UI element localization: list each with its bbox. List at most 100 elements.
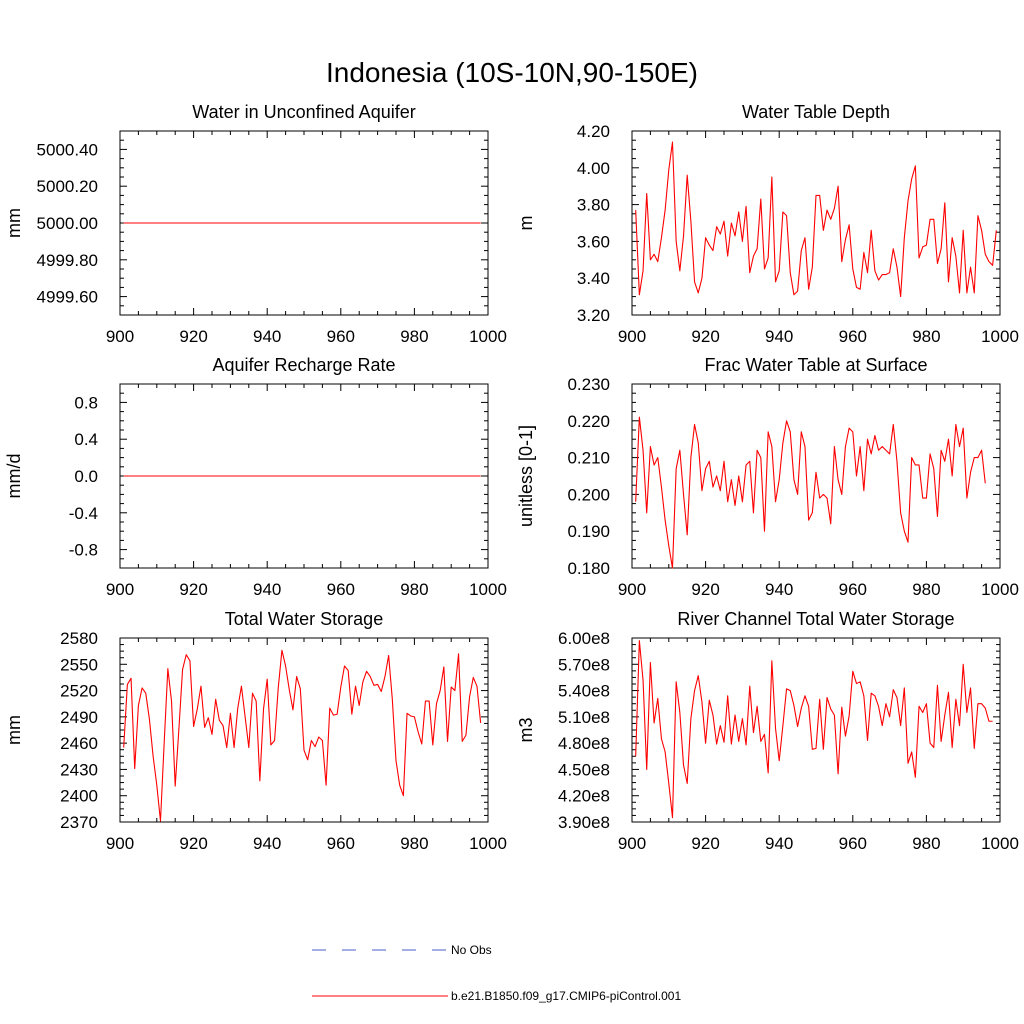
y-tick-label: 2400 — [60, 787, 98, 806]
y-tick-label: 5000.00 — [37, 214, 98, 233]
x-tick-label: 980 — [912, 327, 940, 346]
panel-title: Water Table Depth — [742, 102, 890, 122]
x-tick-label: 900 — [106, 834, 134, 853]
x-tick-label: 1000 — [981, 834, 1019, 853]
y-tick-label: 0.190 — [567, 522, 610, 541]
x-tick-label: 900 — [106, 327, 134, 346]
y-tick-label: 2490 — [60, 708, 98, 727]
x-tick-label: 920 — [179, 834, 207, 853]
legend: No Obs b.e21.B1850.f09_g17.CMIP6-piContro… — [312, 943, 681, 1003]
y-axis-label: mm — [4, 715, 24, 745]
y-tick-label: 0.8 — [74, 393, 98, 412]
x-tick-label: 940 — [765, 580, 793, 599]
y-tick-label: 3.60 — [577, 232, 610, 251]
y-tick-label: 2520 — [60, 682, 98, 701]
panel-4: Frac Water Table at Surface unitless [0-1… — [516, 355, 1019, 599]
plot-frame — [119, 637, 489, 823]
y-axis-label: unitless [0-1] — [516, 425, 536, 527]
panel-title: Frac Water Table at Surface — [704, 355, 927, 375]
y-tick-label: 0.210 — [567, 449, 610, 468]
panel-1: Water in Unconfined Aquifer mm 900 920 940 96… — [4, 102, 507, 346]
x-tick-label: 900 — [106, 580, 134, 599]
x-tick-label: 980 — [912, 834, 940, 853]
x-tick-label: 940 — [765, 834, 793, 853]
x-tick-label: 940 — [253, 834, 281, 853]
x-tick-label: 920 — [179, 580, 207, 599]
x-tick-label: 960 — [839, 580, 867, 599]
y-tick-label: 0.4 — [74, 430, 98, 449]
x-tick-label: 920 — [691, 580, 719, 599]
x-tick-label: 980 — [400, 580, 428, 599]
y-tick-label: -0.8 — [69, 541, 98, 560]
y-tick-label: 4.50e8 — [558, 760, 610, 779]
y-tick-label: 4.80e8 — [558, 734, 610, 753]
y-tick-label: 2430 — [60, 760, 98, 779]
plot-frame — [631, 637, 1001, 823]
panel-title: Water in Unconfined Aquifer — [192, 102, 415, 122]
y-tick-label: 4.20 — [577, 122, 610, 141]
panel-6: River Channel Total Water Storage m3 900 92… — [516, 609, 1019, 853]
y-axis-label: mm/d — [4, 454, 24, 499]
y-tick-label: 4.20e8 — [558, 787, 610, 806]
y-tick-label: 5000.20 — [37, 177, 98, 196]
series-line — [635, 141, 997, 298]
panel-3: Aquifer Recharge Rate mm/d 900 920 940 960 980… — [4, 355, 507, 599]
x-tick-label: 980 — [912, 580, 940, 599]
y-tick-label: 2550 — [60, 655, 98, 674]
y-tick-label: 0.230 — [567, 375, 610, 394]
figure-title: Indonesia (10S-10N,90-150E) — [326, 57, 698, 88]
x-tick-label: 980 — [400, 327, 428, 346]
y-tick-label: 2370 — [60, 813, 98, 832]
x-tick-label: 960 — [327, 580, 355, 599]
panel-2: Water Table Depth m 900 920 940 960 980 1000 4.2… — [516, 102, 1019, 346]
y-tick-label: 3.80 — [577, 196, 610, 215]
x-tick-label: 900 — [618, 327, 646, 346]
x-tick-label: 960 — [839, 834, 867, 853]
y-tick-label: 4.00 — [577, 159, 610, 178]
y-axis-label: mm — [4, 208, 24, 238]
x-tick-label: 980 — [400, 834, 428, 853]
y-axis-label: m — [516, 216, 536, 231]
y-tick-label: 0.180 — [567, 559, 610, 578]
x-tick-label: 900 — [618, 834, 646, 853]
plot-frame — [631, 130, 1001, 316]
y-tick-label: 4999.60 — [37, 288, 98, 307]
y-tick-label: 6.00e8 — [558, 629, 610, 648]
y-tick-label: 3.40 — [577, 269, 610, 288]
panel-title: Total Water Storage — [225, 609, 383, 629]
x-tick-label: 920 — [691, 834, 719, 853]
y-tick-label: 2460 — [60, 734, 98, 753]
y-tick-label: 5.10e8 — [558, 708, 610, 727]
y-tick-label: 4999.80 — [37, 251, 98, 270]
x-tick-label: 920 — [691, 327, 719, 346]
y-tick-label: 5.40e8 — [558, 682, 610, 701]
x-tick-label: 900 — [618, 580, 646, 599]
y-tick-label: 3.20 — [577, 306, 610, 325]
y-tick-label: 5.70e8 — [558, 655, 610, 674]
x-tick-label: 960 — [839, 327, 867, 346]
y-tick-label: 3.90e8 — [558, 813, 610, 832]
y-axis-label: m3 — [516, 717, 536, 742]
series-line — [635, 416, 986, 569]
x-tick-label: 960 — [327, 327, 355, 346]
y-tick-label: 5000.40 — [37, 140, 98, 159]
series-line — [635, 640, 993, 819]
x-tick-label: 1000 — [469, 580, 507, 599]
x-tick-label: 1000 — [469, 327, 507, 346]
x-tick-label: 1000 — [981, 580, 1019, 599]
y-tick-label: -0.4 — [69, 504, 98, 523]
x-tick-label: 1000 — [981, 327, 1019, 346]
y-tick-label: 0.200 — [567, 485, 610, 504]
legend-label: No Obs — [451, 943, 492, 957]
panel-title: Aquifer Recharge Rate — [212, 355, 395, 375]
x-tick-label: 940 — [253, 580, 281, 599]
y-tick-label: 0.0 — [74, 467, 98, 486]
panel-5: Total Water Storage mm 900 920 940 960 980 1000… — [4, 609, 507, 853]
panel-title: River Channel Total Water Storage — [677, 609, 954, 629]
x-tick-label: 940 — [765, 327, 793, 346]
panels: Water in Unconfined Aquifer mm 900 920 940 96… — [4, 102, 1019, 853]
legend-label: b.e21.B1850.f09_g17.CMIP6-piControl.001 — [451, 989, 681, 1003]
y-tick-label: 2580 — [60, 629, 98, 648]
x-tick-label: 940 — [253, 327, 281, 346]
